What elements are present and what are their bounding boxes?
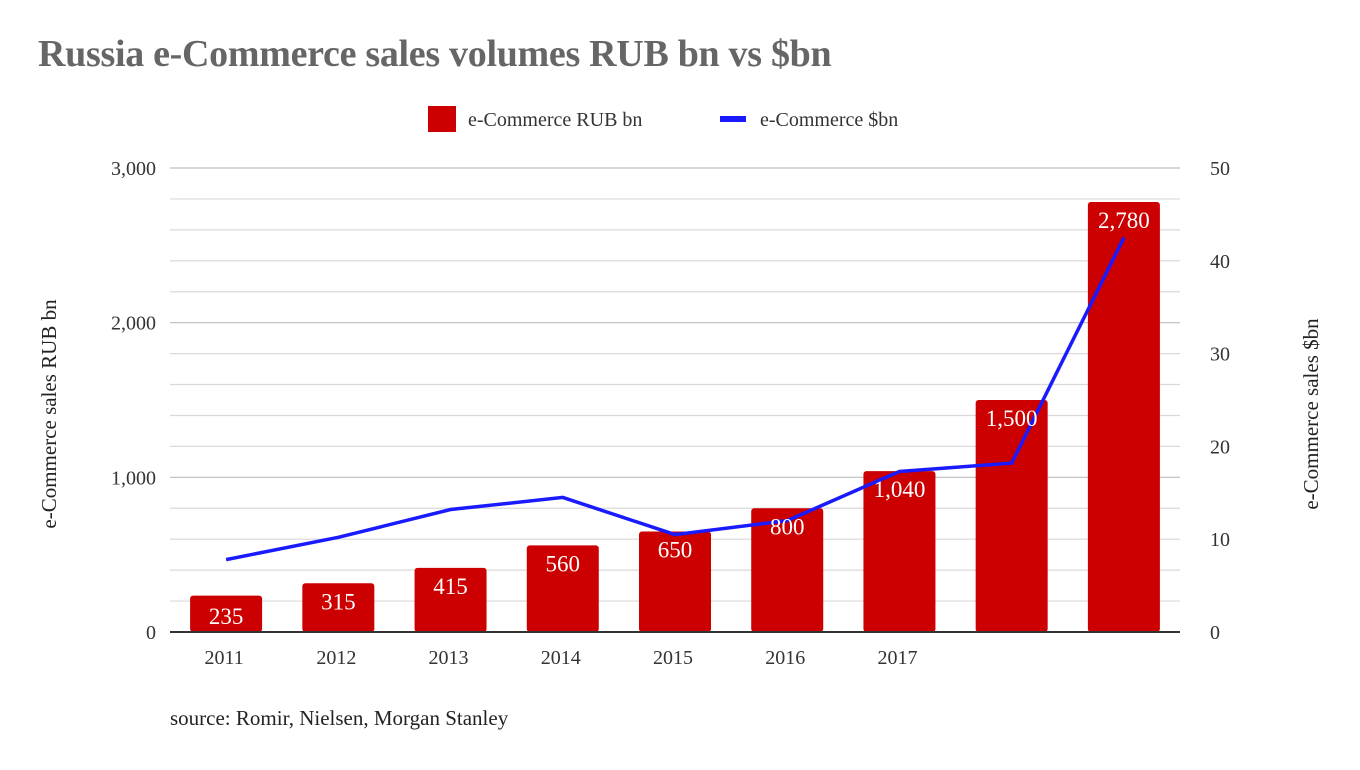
line-series xyxy=(225,236,1126,562)
bar xyxy=(414,567,487,632)
gridlines xyxy=(170,167,1180,602)
y-tick-label: 3,000 xyxy=(111,158,156,180)
bar xyxy=(190,595,263,632)
legend: e-Commerce RUB bn e-Commerce $bn xyxy=(428,106,898,132)
x-tick-label: 2014 xyxy=(541,647,581,669)
x-tick-label: 2015 xyxy=(653,647,693,669)
x-tick-label: 2012 xyxy=(316,647,356,669)
line-path xyxy=(225,236,1126,562)
axes: 0 1,000 2,000 3,000 0 10 20 30 40 50 2011 2012 2013 2… xyxy=(37,158,1323,669)
legend-label-bar: e-Commerce RUB bn xyxy=(468,109,642,131)
y2-tick-label: 40 xyxy=(1210,251,1230,273)
bar xyxy=(863,471,936,632)
x-tick-label: 2016 xyxy=(765,647,805,669)
bar xyxy=(1087,202,1160,632)
y2-tick-label: 10 xyxy=(1210,529,1230,551)
data-labels: 235 315 415 560 650 800 1,040 1,500 2,780 xyxy=(209,208,1150,629)
data-label: 415 xyxy=(433,574,468,599)
y2-axis-title: e-Commerce sales $bn xyxy=(1299,318,1323,510)
x-tick-label: 2011 xyxy=(204,647,243,669)
y2-tick-label: 30 xyxy=(1210,344,1230,366)
data-label: 650 xyxy=(658,537,693,562)
data-label: 800 xyxy=(770,514,805,539)
bars xyxy=(190,202,1160,632)
bar xyxy=(302,583,375,632)
y-tick-label: 0 xyxy=(146,622,156,644)
y2-tick-label: 0 xyxy=(1210,622,1220,644)
bar xyxy=(639,531,711,632)
y-tick-label: 2,000 xyxy=(111,313,156,335)
bar xyxy=(526,545,599,632)
data-label: 235 xyxy=(209,604,244,629)
data-label: 2,780 xyxy=(1098,208,1150,233)
y2-tick-label: 50 xyxy=(1210,158,1230,180)
legend-swatch-bar xyxy=(428,106,456,132)
bar xyxy=(975,400,1048,632)
x-tick-label: 2017 xyxy=(877,647,917,669)
source-note: source: Romir, Nielsen, Morgan Stanley xyxy=(170,706,509,730)
legend-label-line: e-Commerce $bn xyxy=(760,109,898,131)
data-label: 315 xyxy=(321,589,356,614)
data-label: 560 xyxy=(546,551,581,576)
x-tick-label: 2013 xyxy=(429,647,469,669)
y-axis-title: e-Commerce sales RUB bn xyxy=(37,299,61,529)
bar xyxy=(751,508,824,632)
y2-tick-label: 20 xyxy=(1210,436,1230,458)
chart-title: Russia e-Commerce sales volumes RUB bn v… xyxy=(38,33,832,75)
y-tick-label: 1,000 xyxy=(111,467,156,489)
data-label: 1,500 xyxy=(986,406,1038,431)
data-label: 1,040 xyxy=(874,477,926,502)
